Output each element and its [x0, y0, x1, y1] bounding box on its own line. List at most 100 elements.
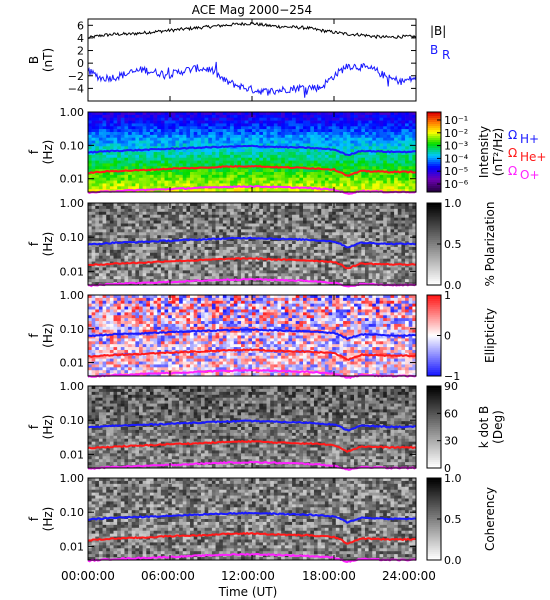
- colorbar-tick-label: 10⁻³: [444, 140, 468, 153]
- y-axis-label: f (Hz): [27, 323, 55, 348]
- gyrofrequency-H-plus-line: [87, 144, 416, 157]
- y-tick-label: 0.10: [60, 139, 85, 152]
- y-tick-label: 0.01: [60, 540, 85, 553]
- y-tick-label: −2: [68, 70, 84, 83]
- legend-omega-sub: H+: [520, 132, 539, 146]
- y-tick-label: 1.00: [60, 380, 85, 393]
- colorbar-intensity: [426, 111, 442, 193]
- colorbar-tick-label: 0: [444, 330, 451, 343]
- gyrofrequency-O-plus-line: [87, 184, 417, 195]
- legend-omega-symbol: Ω: [508, 164, 517, 178]
- colorbar-tick-label: 10⁻⁵: [444, 165, 468, 178]
- spectrogram-kdotb: [88, 386, 417, 469]
- colorbar-tick-label: −1: [444, 370, 460, 383]
- legend-b-r-sub: R: [442, 48, 450, 62]
- y-axis-label: f (Hz): [27, 140, 55, 165]
- y-axis-label-line: (Hz): [41, 323, 55, 348]
- y-tick-label: 2: [77, 45, 84, 58]
- colorbar-tick-label: 10⁻⁶: [444, 178, 469, 191]
- chart-title: ACE Mag 2000−254: [192, 3, 312, 17]
- legend-omega-symbol: Ω: [508, 128, 517, 142]
- legend-b-total: |B|: [430, 24, 446, 38]
- y-tick-label: −4: [68, 82, 84, 95]
- series-line-1: [87, 61, 417, 98]
- colorbar-tick-label: 0: [444, 462, 451, 475]
- gyrofrequency-H-plus-line: [87, 328, 417, 341]
- y-tick-label: 0.10: [60, 231, 85, 244]
- y-tick-label: 0.10: [60, 414, 85, 427]
- y-axis-label: f (Hz): [27, 415, 55, 440]
- colorbar-label: Ellipticity: [483, 308, 497, 363]
- gyrofrequency-O-plus-line: [88, 460, 417, 471]
- colorbar-label-line: k dot B: [477, 406, 491, 448]
- y-tick-label: 1.00: [60, 106, 85, 119]
- colorbar-label-line: Ellipticity: [483, 308, 497, 363]
- colorbar-label-line: Coherency: [483, 487, 497, 551]
- x-tick-label: 24:00:00: [382, 569, 436, 583]
- y-tick-label: 0.01: [60, 448, 85, 461]
- y-axis-label: B (nT): [27, 48, 55, 72]
- colorbar-polarization: [426, 202, 442, 286]
- legend-b-r: B: [430, 43, 438, 57]
- colorbar-tick-label: 1: [444, 289, 451, 302]
- gyrofrequency-O-plus-line: [87, 277, 417, 288]
- y-axis-label-line: (Hz): [41, 507, 55, 532]
- colorbar-tick-label: 0.0: [444, 554, 462, 567]
- y-axis-label: f (Hz): [27, 232, 55, 257]
- y-tick-label: 0.01: [60, 173, 85, 186]
- gyrofrequency-H-plus-line: [88, 419, 416, 432]
- y-axis-label-line: f: [27, 516, 41, 521]
- y-tick-label: 0.10: [60, 323, 85, 336]
- y-tick-label: 0.01: [60, 265, 85, 278]
- colorbar-tick-label: 90: [444, 380, 458, 393]
- legend-omega-symbol: Ω: [508, 146, 517, 160]
- colorbar-tick-label: 10⁻⁴: [444, 152, 469, 165]
- gyrofrequency-O-plus-line: [87, 368, 417, 380]
- y-axis-label-line: B: [27, 56, 41, 64]
- legend-omega-sub: O+: [520, 168, 540, 182]
- colorbar-tick-label: 10⁻¹: [444, 114, 468, 127]
- y-tick-label: 0.10: [60, 506, 85, 519]
- colorbar-label: Coherency: [483, 487, 497, 551]
- x-axis: 00:00:00 06:00:00 12:00:00 18:00:00 24:0…: [61, 569, 436, 599]
- y-axis-label-line: f: [27, 149, 41, 154]
- colorbar-label: k dot B (Deg): [477, 406, 505, 448]
- y-tick-label: 1.00: [60, 197, 85, 210]
- y-axis-label-line: (nT): [41, 48, 55, 72]
- colorbar-tick-label: 1.0: [444, 472, 462, 485]
- series-line-0: [87, 21, 417, 40]
- y-axis-label-line: (Hz): [41, 140, 55, 165]
- colorbar-tick-label: 30: [444, 435, 458, 448]
- y-axis-label-line: (Hz): [41, 232, 55, 257]
- x-tick-label: 12:00:00: [221, 569, 275, 583]
- y-tick-label: 1.00: [60, 289, 85, 302]
- y-axis-label-line: f: [27, 424, 41, 429]
- colorbar-tick-label: 1.0: [444, 197, 462, 210]
- spectrogram-coherency: [88, 478, 417, 561]
- spectrogram-ellipticity: [88, 295, 417, 377]
- spectrogram-intensity: [88, 112, 417, 193]
- y-tick-label: 4: [77, 32, 84, 45]
- y-tick-label: 6: [77, 19, 84, 32]
- colorbar-tick-label: 0.5: [444, 513, 462, 526]
- colorbar-label: Intensity (nT²/Hz): [477, 126, 505, 178]
- gyrofrequency-H-plus-line: [87, 511, 417, 524]
- colorbar-tick-label: 60: [444, 407, 458, 420]
- y-tick-label: 0.01: [60, 357, 85, 370]
- y-axis-label: f (Hz): [27, 507, 55, 532]
- gyrofrequency-He-plus-line: [87, 348, 417, 361]
- colorbar-ellipticity: [426, 294, 442, 377]
- y-axis-label-line: f: [27, 333, 41, 338]
- colorbar-label-line: (Deg): [491, 410, 505, 444]
- gyrofrequency-H-plus-line: [87, 236, 417, 249]
- x-tick-label: 18:00:00: [302, 569, 356, 583]
- colorbar-label-line: % Polarization: [483, 202, 497, 287]
- gyrofrequency-He-plus-line: [87, 164, 417, 178]
- y-tick-label: 1.00: [60, 472, 85, 485]
- colorbar-tick-label: 0.0: [444, 279, 462, 292]
- y-axis-label-line: (Hz): [41, 415, 55, 440]
- colorbar-label-line: Intensity: [477, 126, 491, 178]
- gyrofrequency-He-plus-line: [87, 531, 417, 545]
